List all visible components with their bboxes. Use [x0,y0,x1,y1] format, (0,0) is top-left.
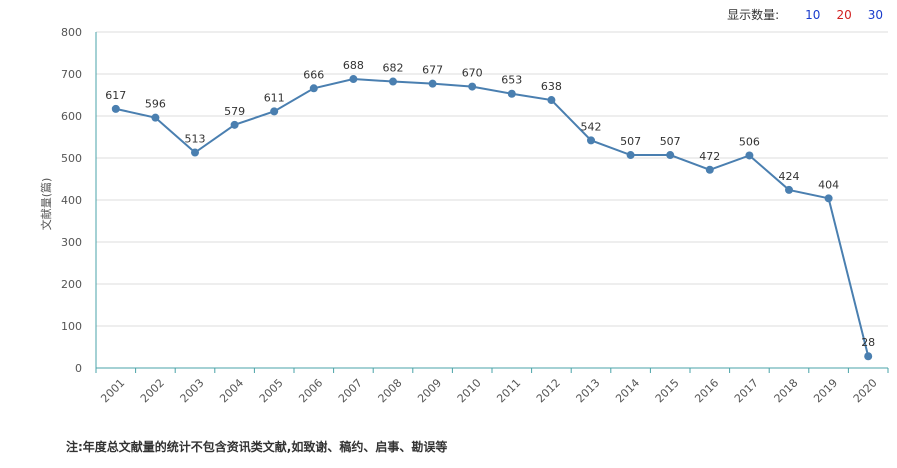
x-tick-label: 2002 [138,376,167,405]
data-point [151,113,160,122]
data-point [270,107,279,116]
data-point [507,89,516,98]
data-point [587,136,595,145]
series-layer: 617 596 513 579 611 666 688 682 677 670 653 638 542 5… [105,59,875,361]
y-tick-label: 100 [61,320,82,333]
data-label: 472 [699,150,720,163]
x-tick-label: 2009 [415,376,444,405]
x-tick-label: 2001 [98,376,127,405]
x-tick-label: 2008 [376,376,405,405]
y-tick-label: 300 [61,236,82,249]
y-tick-label: 200 [61,278,82,291]
data-point [666,151,675,160]
data-label: 506 [739,135,760,148]
data-label: 653 [501,74,522,87]
x-tick-label: 2006 [296,376,325,405]
x-tick-label: 2015 [653,376,682,405]
data-label: 638 [541,80,562,93]
data-label: 670 [462,67,483,80]
data-label: 28 [861,336,875,349]
data-label: 542 [581,120,602,133]
data-point [468,82,477,91]
data-point [389,77,397,86]
x-tick-label: 2018 [772,376,801,405]
data-point [785,185,793,194]
y-tick-label: 500 [61,152,82,165]
data-label: 596 [145,98,166,111]
data-point [428,79,437,88]
x-tick-label: 2011 [494,376,523,405]
data-label: 617 [105,89,126,102]
x-tick-label: 2020 [851,376,880,405]
y-axis-title: 文献量(篇) [39,178,53,231]
x-tick-labels: 2001 2002 2003 2004 2005 2006 2007 2008 2009 2010… [95,368,889,405]
y-tick-label: 800 [61,26,82,39]
x-tick-label: 2013 [574,376,603,405]
data-label: 404 [818,178,839,191]
y-tick-label: 0 [75,362,82,375]
data-label: 507 [660,135,681,148]
data-point [230,120,239,129]
y-tick-labels: 0 100 200 300 400 500 600 700 800 [61,26,82,375]
x-tick-label: 2017 [732,376,761,405]
data-label: 513 [185,133,206,146]
footnote: 注:年度总文献量的统计不包含资讯类文献,如致谢、稿约、启事、勘误等 [66,440,448,454]
grid-lines [96,31,888,327]
data-point [864,352,873,361]
data-label: 688 [343,59,364,72]
data-label: 579 [224,105,245,118]
data-point [547,96,556,105]
display-count-option-10[interactable]: 10 [805,7,821,22]
x-tick-label: 2012 [534,376,563,405]
x-tick-label: 2004 [217,376,246,405]
series-line [115,78,870,357]
data-label: 611 [264,91,285,104]
y-tick-label: 700 [61,68,82,81]
data-label: 424 [779,170,800,183]
x-tick-label: 2005 [257,376,286,405]
x-tick-label: 2014 [613,376,642,405]
display-count-option-20[interactable]: 20 [836,7,852,22]
data-point [191,148,199,157]
x-tick-label: 2016 [692,376,721,405]
data-point [626,151,635,160]
data-label: 666 [303,68,324,81]
data-point [349,75,358,84]
data-label: 677 [422,64,443,77]
data-point [705,165,714,174]
data-point [824,194,833,203]
x-tick-label: 2019 [811,376,840,405]
y-tick-label: 600 [61,110,82,123]
display-count-option-30[interactable]: 30 [867,7,883,22]
x-tick-label: 2003 [178,376,207,405]
display-count-label: 显示数量: [727,8,780,22]
y-tick-label: 400 [61,194,82,207]
x-tick-label: 2010 [455,376,484,405]
x-tick-label: 2007 [336,376,365,405]
data-point [111,104,120,113]
data-point [309,84,318,93]
data-label: 682 [383,62,404,75]
data-point [745,151,754,160]
data-label: 507 [620,135,641,148]
display-count-bar: 显示数量: 10 20 30 [727,6,887,23]
